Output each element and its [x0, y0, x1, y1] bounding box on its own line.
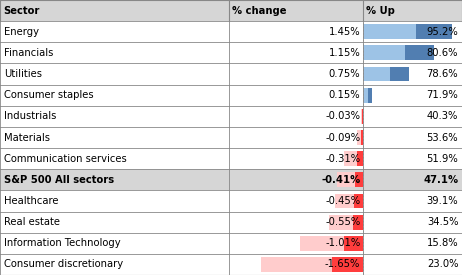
Text: Sector: Sector [4, 6, 40, 16]
Bar [0, 21, 462, 42]
Bar [0, 64, 462, 85]
Text: Information Technology: Information Technology [4, 238, 120, 248]
Bar [261, 257, 363, 272]
Text: -1.65%: -1.65% [325, 259, 360, 270]
Bar [368, 88, 372, 103]
Bar [300, 236, 363, 251]
Bar [0, 169, 462, 190]
Text: 0.75%: 0.75% [329, 69, 360, 79]
Bar [335, 194, 363, 208]
Text: 0.15%: 0.15% [329, 90, 360, 100]
Bar [0, 42, 462, 64]
Bar [0, 233, 462, 254]
Text: 39.1%: 39.1% [427, 196, 458, 206]
Text: S&P 500 All sectors: S&P 500 All sectors [4, 175, 114, 185]
Text: 47.1%: 47.1% [423, 175, 458, 185]
Text: Real estate: Real estate [4, 217, 60, 227]
Text: -0.45%: -0.45% [325, 196, 360, 206]
Text: Utilities: Utilities [4, 69, 42, 79]
Text: 40.3%: 40.3% [427, 111, 458, 121]
Bar [363, 45, 433, 60]
Bar [363, 24, 452, 39]
Bar [362, 109, 363, 124]
Text: 1.45%: 1.45% [329, 27, 360, 37]
Bar [354, 194, 363, 208]
Text: Healthcare: Healthcare [4, 196, 58, 206]
Bar [363, 88, 372, 103]
Text: Financials: Financials [4, 48, 53, 58]
Bar [357, 130, 363, 145]
Text: Consumer staples: Consumer staples [4, 90, 93, 100]
Bar [361, 130, 363, 145]
Text: 53.6%: 53.6% [427, 133, 458, 142]
Text: 15.8%: 15.8% [427, 238, 458, 248]
Bar [0, 254, 462, 275]
Bar [332, 257, 363, 272]
Bar [0, 211, 462, 233]
Text: 51.9%: 51.9% [426, 154, 458, 164]
Bar [0, 85, 462, 106]
Bar [344, 151, 363, 166]
Text: 1.15%: 1.15% [328, 48, 360, 58]
Bar [0, 148, 462, 169]
Bar [405, 45, 433, 60]
Bar [0, 106, 462, 127]
Bar [416, 24, 452, 39]
Bar [329, 215, 363, 230]
Bar [390, 67, 409, 81]
Text: -0.31%: -0.31% [325, 154, 360, 164]
Text: % Up: % Up [366, 6, 395, 16]
Bar [0, 190, 462, 211]
Bar [355, 172, 363, 187]
Bar [363, 67, 409, 81]
Text: 34.5%: 34.5% [427, 217, 458, 227]
Text: -0.41%: -0.41% [321, 175, 360, 185]
Text: % change: % change [232, 6, 287, 16]
Text: 95.2%: 95.2% [426, 27, 458, 37]
Text: 71.9%: 71.9% [426, 90, 458, 100]
Bar [344, 236, 363, 251]
Text: -0.03%: -0.03% [325, 111, 360, 121]
Text: Industrials: Industrials [4, 111, 56, 121]
Text: -0.09%: -0.09% [325, 133, 360, 142]
Text: 80.6%: 80.6% [427, 48, 458, 58]
Text: Communication services: Communication services [4, 154, 127, 164]
Text: 23.0%: 23.0% [427, 259, 458, 270]
Bar [357, 151, 363, 166]
Text: Consumer discretionary: Consumer discretionary [4, 259, 123, 270]
Text: Energy: Energy [4, 27, 39, 37]
Text: Materials: Materials [4, 133, 50, 142]
Text: 78.6%: 78.6% [427, 69, 458, 79]
Bar [361, 109, 363, 124]
Text: -1.01%: -1.01% [325, 238, 360, 248]
Text: -0.55%: -0.55% [325, 217, 360, 227]
Bar [0, 127, 462, 148]
Bar [0, 0, 462, 21]
Bar [353, 215, 363, 230]
Bar [337, 172, 363, 187]
